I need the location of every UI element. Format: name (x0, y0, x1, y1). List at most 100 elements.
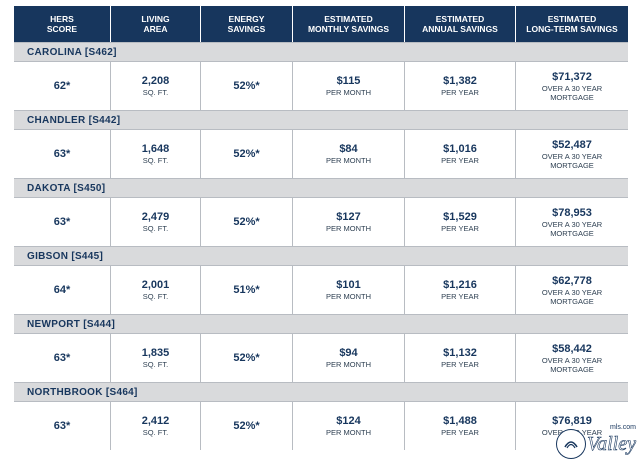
monthly-savings: $84 (339, 143, 358, 155)
monthly-savings-cell: $127 PER MONTH (293, 198, 405, 246)
hers-score: 64* (53, 283, 71, 296)
watermark: mls.com Valley (557, 424, 636, 458)
monthly-savings-unit: PER MONTH (326, 88, 371, 97)
longterm-savings-cell: $62,778 OVER A 30 YEAR MORTGAGE (516, 266, 628, 314)
model-name: CHANDLER [S442] (14, 110, 628, 129)
annual-savings-cell: $1,529 PER YEAR (405, 198, 516, 246)
annual-savings-cell: $1,488 PER YEAR (405, 402, 516, 450)
hers-score-cell: 63* (14, 198, 111, 246)
monthly-savings-cell: $101 PER MONTH (293, 266, 405, 314)
model-section: NEWPORT [S444] 63* 1,835 SQ. FT. 52%* $94… (14, 314, 628, 382)
energy-savings: 51%* (233, 283, 260, 296)
monthly-savings-cell: $115 PER MONTH (293, 62, 405, 110)
annual-savings-unit: PER YEAR (441, 360, 479, 369)
energy-savings: 52%* (233, 419, 260, 432)
living-area: 1,835 (141, 347, 170, 359)
model-section: NORTHBROOK [S464] 63* 2,412 SQ. FT. 52%* … (14, 382, 628, 450)
energy-savings: 52%* (233, 215, 260, 228)
energy-savings: 52%* (233, 147, 260, 160)
header-hers-score: HERS SCORE (14, 6, 111, 42)
header-monthly-savings: ESTIMATED MONTHLY SAVINGS (293, 6, 405, 42)
energy-savings-cell: 52%* (201, 198, 293, 246)
model-section: GIBSON [S445] 64* 2,001 SQ. FT. 51%* $101… (14, 246, 628, 314)
living-area-unit: SQ. FT. (142, 292, 169, 301)
longterm-savings-cell: $52,487 OVER A 30 YEAR MORTGAGE (516, 130, 628, 178)
monthly-savings-unit: PER MONTH (326, 428, 371, 437)
longterm-savings-unit: OVER A 30 YEAR MORTGAGE (541, 219, 603, 238)
model-name: NEWPORT [S444] (14, 314, 628, 333)
energy-savings-cell: 52%* (201, 62, 293, 110)
longterm-savings-unit: OVER A 30 YEAR MORTGAGE (541, 151, 603, 170)
longterm-savings: $71,372 (552, 70, 592, 83)
model-name: NORTHBROOK [S464] (14, 382, 628, 401)
annual-savings-cell: $1,216 PER YEAR (405, 266, 516, 314)
model-name: GIBSON [S445] (14, 246, 628, 265)
header-longterm-savings: ESTIMATED LONG-TERM SAVINGS (516, 6, 628, 42)
model-section: DAKOTA [S450] 63* 2,479 SQ. FT. 52%* $127… (14, 178, 628, 246)
living-area-cell: 1,835 SQ. FT. (111, 334, 201, 382)
energy-savings: 52%* (233, 351, 260, 364)
watermark-brand: Valley (587, 432, 636, 455)
energy-savings-cell: 52%* (201, 334, 293, 382)
monthly-savings-cell: $124 PER MONTH (293, 402, 405, 450)
annual-savings-unit: PER YEAR (441, 88, 479, 97)
hers-score: 63* (53, 215, 71, 228)
living-area-cell: 2,001 SQ. FT. (111, 266, 201, 314)
monthly-savings: $101 (336, 279, 361, 291)
longterm-savings: $78,953 (552, 206, 592, 219)
header-hers-score-label: HERS SCORE (46, 14, 78, 34)
header-longterm-savings-label: ESTIMATED LONG-TERM SAVINGS (526, 14, 618, 34)
annual-savings: $1,488 (443, 415, 477, 427)
monthly-savings-cell: $84 PER MONTH (293, 130, 405, 178)
savings-table: HERS SCORE LIVING AREA ENERGY SAVINGS ES… (14, 6, 628, 450)
annual-savings-unit: PER YEAR (441, 224, 479, 233)
energy-savings-cell: 52%* (201, 130, 293, 178)
table-row: 62* 2,208 SQ. FT. 52%* $115 PER MONTH $1,3… (14, 61, 628, 110)
hers-score-cell: 64* (14, 266, 111, 314)
header-living-area-label: LIVING AREA (141, 14, 170, 34)
monthly-savings-unit: PER MONTH (326, 156, 371, 165)
hers-score-cell: 63* (14, 130, 111, 178)
annual-savings-cell: $1,132 PER YEAR (405, 334, 516, 382)
longterm-savings-unit: OVER A 30 YEAR MORTGAGE (541, 83, 603, 102)
living-area-unit: SQ. FT. (142, 88, 169, 97)
monthly-savings-unit: PER MONTH (326, 360, 371, 369)
annual-savings-cell: $1,382 PER YEAR (405, 62, 516, 110)
watermark-site: mls.com (609, 424, 636, 431)
living-area-cell: 2,412 SQ. FT. (111, 402, 201, 450)
longterm-savings: $76,819 (552, 415, 592, 427)
monthly-savings: $124 (336, 415, 361, 427)
table-row: 64* 2,001 SQ. FT. 51%* $101 PER MONTH $1,2… (14, 265, 628, 314)
annual-savings-unit: PER YEAR (441, 292, 479, 301)
living-area: 2,001 (141, 279, 170, 291)
model-name: CAROLINA [S462] (14, 42, 628, 61)
model-name: DAKOTA [S450] (14, 178, 628, 197)
monthly-savings: $115 (336, 75, 361, 87)
living-area-unit: SQ. FT. (142, 156, 169, 165)
annual-savings: $1,216 (443, 279, 477, 291)
hers-score: 62* (53, 79, 71, 92)
longterm-savings: $52,487 (552, 138, 592, 151)
living-area-cell: 1,648 SQ. FT. (111, 130, 201, 178)
longterm-savings-unit: OVER A 30 YEAR MORTGAGE (541, 355, 603, 374)
hers-score: 63* (53, 419, 71, 432)
living-area-cell: 2,479 SQ. FT. (111, 198, 201, 246)
hers-score: 63* (53, 351, 71, 364)
longterm-savings: $58,442 (552, 342, 592, 355)
model-section: CHANDLER [S442] 63* 1,648 SQ. FT. 52%* $8… (14, 110, 628, 178)
hers-score-cell: 63* (14, 334, 111, 382)
energy-savings-cell: 52%* (201, 402, 293, 450)
hers-score-cell: 63* (14, 402, 111, 450)
header-energy-savings: ENERGY SAVINGS (201, 6, 293, 42)
header-monthly-savings-label: ESTIMATED MONTHLY SAVINGS (307, 14, 390, 34)
annual-savings-cell: $1,016 PER YEAR (405, 130, 516, 178)
model-section: CAROLINA [S462] 62* 2,208 SQ. FT. 52%* $1… (14, 42, 628, 110)
living-area-unit: SQ. FT. (142, 428, 169, 437)
living-area: 1,648 (141, 143, 170, 155)
annual-savings: $1,529 (443, 211, 477, 223)
annual-savings-unit: PER YEAR (441, 156, 479, 165)
hers-score-cell: 62* (14, 62, 111, 110)
annual-savings: $1,382 (443, 75, 477, 87)
living-area-unit: SQ. FT. (142, 224, 169, 233)
energy-savings: 52%* (233, 79, 260, 92)
